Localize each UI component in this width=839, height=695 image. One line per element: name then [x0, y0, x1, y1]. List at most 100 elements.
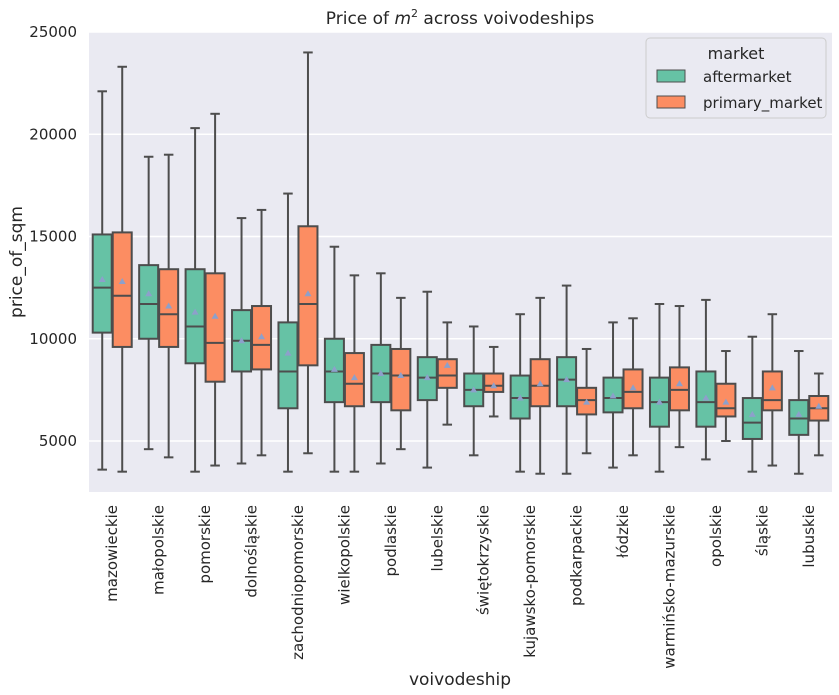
box-primary_market-11: [622, 317, 644, 457]
iqr-box: [111, 231, 133, 348]
box-primary_market-13: [715, 350, 737, 442]
iqr-box: [184, 268, 206, 365]
x-tick-label-13: opolskie: [707, 505, 725, 567]
x-tick-label-0: mazowieckie: [103, 505, 121, 602]
mean-marker: [516, 394, 524, 401]
iqr-box: [204, 272, 226, 383]
box-primary_market-14: [761, 313, 783, 467]
x-tick-label-12: warmińsko-mazurskie: [660, 505, 678, 669]
box-primary_market-8: [483, 345, 505, 418]
mean-marker: [304, 290, 312, 297]
mean-marker: [258, 333, 266, 340]
mean-marker: [98, 275, 106, 282]
iqr-box: [436, 358, 458, 389]
y-tick-labels: 5000 10000 15000 20000 25000: [29, 23, 77, 450]
y-tick-label-20000: 20000: [29, 125, 77, 143]
y-tick-label-15000: 15000: [29, 228, 77, 246]
box-aftermarket-10: [556, 284, 578, 475]
box-primary_market-1: [158, 153, 180, 459]
box-aftermarket-4: [277, 192, 299, 473]
mean-marker: [675, 380, 683, 387]
x-tick-label-4: zachodniopomorskie: [289, 505, 307, 660]
x-tick-label-10: podkarpackie: [568, 505, 586, 606]
mean-marker: [330, 365, 338, 372]
x-tick-label-14: śląskie: [753, 505, 771, 556]
mean-marker: [563, 376, 571, 383]
mean-marker: [443, 361, 451, 368]
box-primary_market-12: [668, 305, 690, 449]
mean-marker: [609, 392, 617, 399]
box-primary_market-10: [576, 347, 598, 455]
box-aftermarket-0: [91, 90, 113, 471]
mean-marker: [768, 384, 776, 391]
mean-marker: [795, 410, 803, 417]
mean-marker: [118, 277, 126, 284]
mean-marker: [722, 398, 730, 405]
x-tick-labels: mazowieckie małopolskie pomorskie dolnośląs…: [103, 505, 818, 669]
mean-marker: [284, 349, 292, 356]
mean-marker: [165, 302, 173, 309]
box-primary_market-2: [204, 112, 226, 467]
x-tick-label-3: dolnośląskie: [243, 505, 261, 598]
y-tick-label-25000: 25000: [29, 23, 77, 41]
box-aftermarket-14: [741, 335, 763, 473]
mean-marker: [238, 337, 246, 344]
legend-title: market: [708, 44, 765, 63]
box-aftermarket-7: [416, 290, 438, 469]
box-primary_market-6: [390, 296, 412, 451]
box-aftermarket-9: [509, 313, 531, 473]
mean-marker: [490, 382, 498, 389]
iqr-box: [277, 321, 299, 410]
x-tick-label-9: kujawsko-pomorskie: [521, 505, 539, 658]
box-primary_market-3: [251, 208, 273, 457]
x-tick-label-6: podlaskie: [382, 505, 400, 576]
y-tick-label-10000: 10000: [29, 330, 77, 348]
legend-swatch-aftermarket: [656, 69, 686, 83]
iqr-box: [138, 264, 160, 340]
box-aftermarket-1: [138, 155, 160, 451]
y-axis-label: price_of_sqm: [7, 206, 27, 318]
mean-marker: [815, 402, 823, 409]
iqr-box: [761, 370, 783, 412]
legend-label-aftermarket: aftermarket: [703, 68, 792, 86]
box-primary_market-7: [436, 321, 458, 426]
x-tick-label-2: pomorskie: [196, 505, 214, 584]
mean-marker: [583, 398, 591, 405]
iqr-box: [91, 233, 113, 334]
mean-marker: [350, 374, 358, 381]
x-tick-label-5: wielkopolskie: [335, 505, 353, 605]
box-primary_market-0: [111, 65, 133, 473]
y-tick-label-5000: 5000: [39, 432, 77, 450]
mean-marker: [423, 374, 431, 381]
x-tick-label-11: łódzkie: [614, 505, 632, 558]
box-aftermarket-11: [602, 321, 624, 469]
legend-label-primary-market: primary_market: [703, 94, 823, 113]
box-aftermarket-12: [648, 302, 670, 473]
legend: market aftermarket primary_market: [645, 37, 827, 119]
box-aftermarket-13: [695, 298, 717, 461]
mean-marker: [145, 290, 153, 297]
x-tick-label-7: lubelskie: [428, 505, 446, 572]
mean-marker: [470, 386, 478, 393]
chart-title: Price of m2 across voivodeships: [326, 7, 595, 29]
box-plots: [91, 51, 830, 475]
x-tick-label-8: świętokrzyskie: [475, 505, 493, 615]
legend-frame: [645, 37, 827, 119]
mean-marker: [191, 308, 199, 315]
box-primary_market-9: [529, 296, 551, 475]
mean-marker: [702, 394, 710, 401]
mean-marker: [377, 370, 385, 377]
box-aftermarket-6: [370, 272, 392, 465]
x-tick-label-15: lubuskie: [800, 505, 818, 568]
mean-marker: [397, 372, 405, 379]
x-axis-label: voivodeship: [409, 670, 511, 690]
mean-marker: [629, 384, 637, 391]
iqr-box: [668, 366, 690, 412]
mean-marker: [536, 380, 544, 387]
box-primary_market-4: [297, 51, 319, 455]
mean-marker: [655, 398, 663, 405]
mean-marker: [748, 410, 756, 417]
x-tick-label-1: małopolskie: [150, 505, 168, 595]
box-primary_market-5: [343, 274, 365, 473]
